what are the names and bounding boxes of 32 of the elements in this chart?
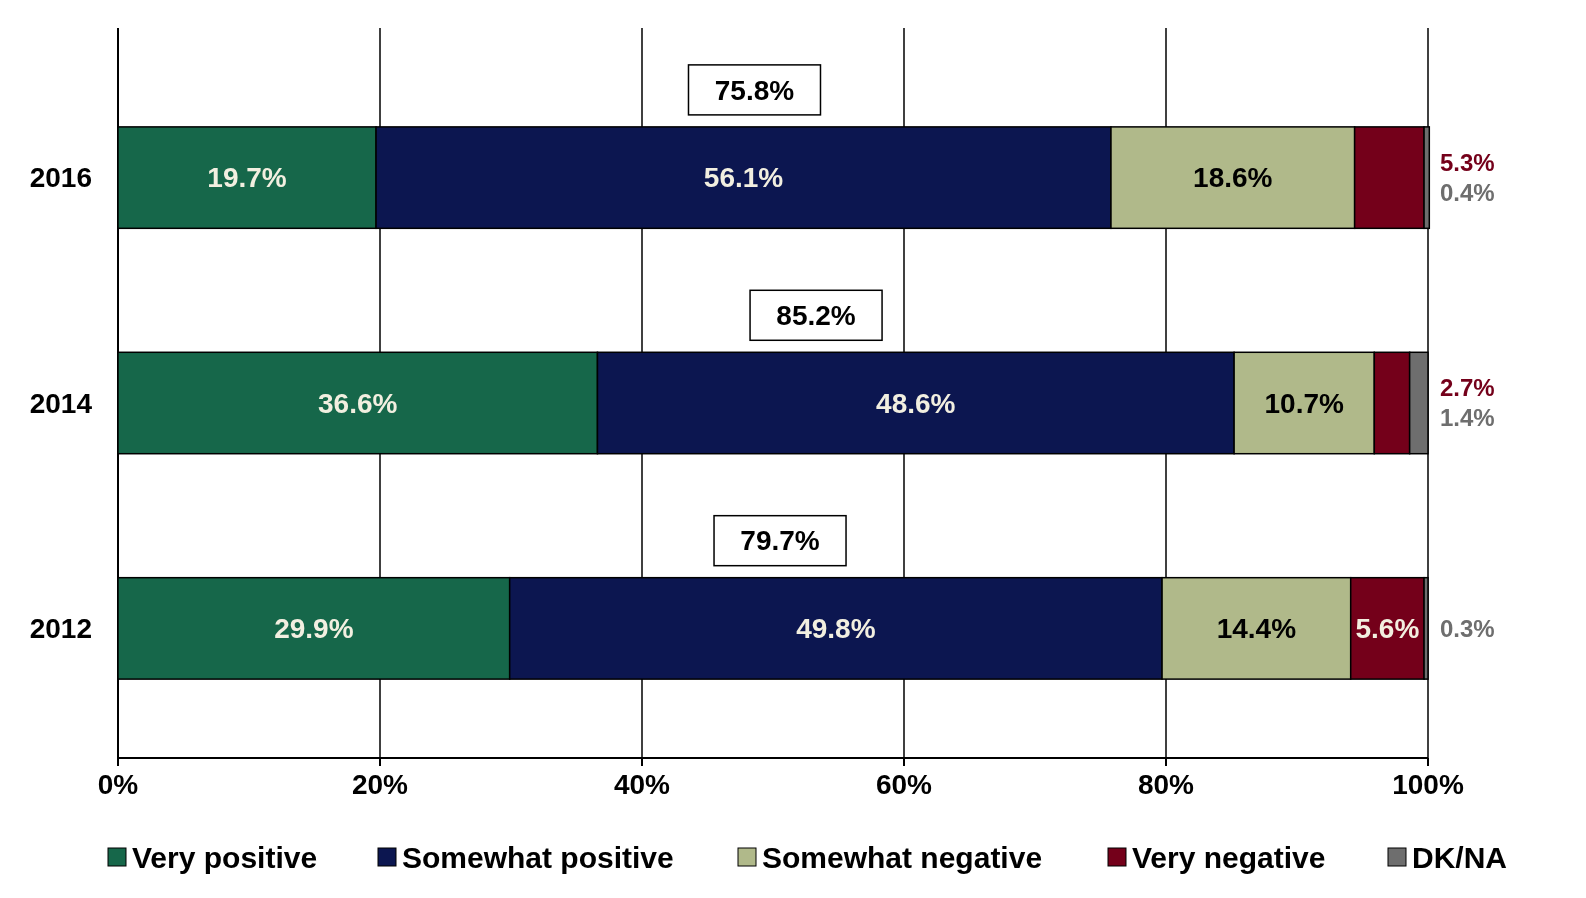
y-tick-label: 2014: [29, 387, 93, 419]
legend-label: DK/NA: [1412, 840, 1507, 874]
data-label: 1.4%: [1440, 404, 1495, 432]
y-tick-label: 2012: [29, 613, 92, 645]
data-label: 0.4%: [1440, 179, 1495, 206]
data-label: 56.1%: [703, 162, 784, 194]
data-label: 10.7%: [1264, 387, 1344, 419]
data-label: 14.4%: [1216, 613, 1297, 645]
data-label: 49.8%: [796, 613, 876, 645]
x-tick-label: 80%: [1137, 769, 1195, 800]
data-label: 19.7%: [207, 162, 287, 194]
data-label: 29.9%: [274, 613, 354, 645]
data-label: 5.3%: [1440, 149, 1495, 176]
y-tick-label: 2016: [29, 162, 92, 194]
data-label: 18.6%: [1193, 162, 1273, 194]
x-tick-label: 40%: [613, 769, 671, 800]
x-tick-label: 0%: [97, 769, 139, 800]
data-label: 5.6%: [1355, 613, 1420, 645]
x-tick-label: 20%: [351, 769, 409, 800]
legend-label: Very positive: [132, 840, 318, 874]
data-label: 48.6%: [876, 387, 956, 419]
x-tick-label: 60%: [875, 769, 933, 800]
annotation: 75.8%: [714, 74, 795, 106]
x-tick-label: 100%: [1392, 769, 1464, 800]
legend-label: Very negative: [1132, 840, 1326, 874]
data-label: 36.6%: [318, 387, 398, 419]
legend-label: Somewhat positive: [402, 840, 674, 874]
legend-label: Somewhat negative: [762, 840, 1043, 874]
annotation: 85.2%: [776, 300, 856, 332]
data-label: 0.3%: [1440, 614, 1495, 642]
data-label: 2.7%: [1440, 374, 1495, 402]
annotation: 79.7%: [740, 525, 820, 557]
